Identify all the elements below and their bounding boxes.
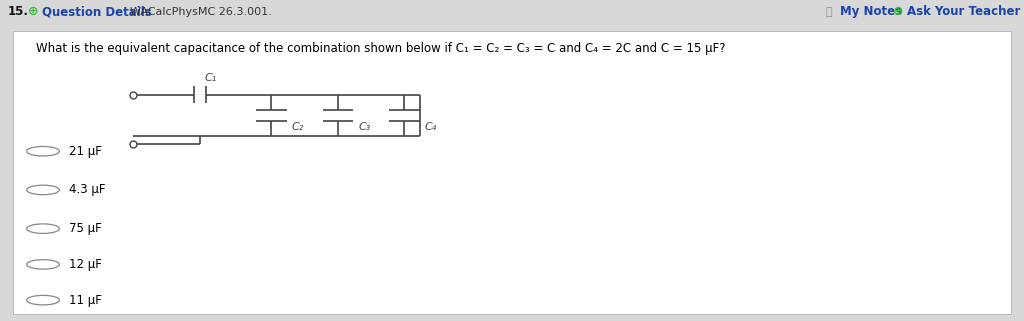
Text: My Notes: My Notes (840, 5, 902, 18)
Text: ⊕: ⊕ (28, 5, 39, 18)
Text: 21 μF: 21 μF (69, 145, 101, 158)
Circle shape (27, 185, 59, 195)
Text: What is the equivalent capacitance of the combination shown below if C₁ = C₂ = C: What is the equivalent capacitance of th… (36, 42, 725, 56)
Text: 75 μF: 75 μF (69, 222, 101, 235)
Text: ⊕: ⊕ (893, 5, 903, 18)
Text: C₁: C₁ (205, 74, 217, 83)
Text: Ask Your Teacher: Ask Your Teacher (907, 5, 1020, 18)
Text: 15.: 15. (8, 5, 29, 18)
Text: 11 μF: 11 μF (69, 294, 101, 307)
Circle shape (27, 146, 59, 156)
Circle shape (27, 224, 59, 233)
Text: Question Details: Question Details (42, 5, 152, 18)
Text: 4.3 μF: 4.3 μF (69, 183, 105, 196)
Text: 12 μF: 12 μF (69, 258, 101, 271)
FancyBboxPatch shape (13, 30, 1011, 314)
Text: WACalcPhysMC 26.3.001.: WACalcPhysMC 26.3.001. (130, 6, 271, 17)
Text: C₃: C₃ (358, 122, 371, 132)
Text: ⎙: ⎙ (826, 6, 833, 17)
Text: C₄: C₄ (425, 122, 437, 132)
Circle shape (27, 295, 59, 305)
Circle shape (27, 260, 59, 269)
Text: C₂: C₂ (292, 122, 304, 132)
